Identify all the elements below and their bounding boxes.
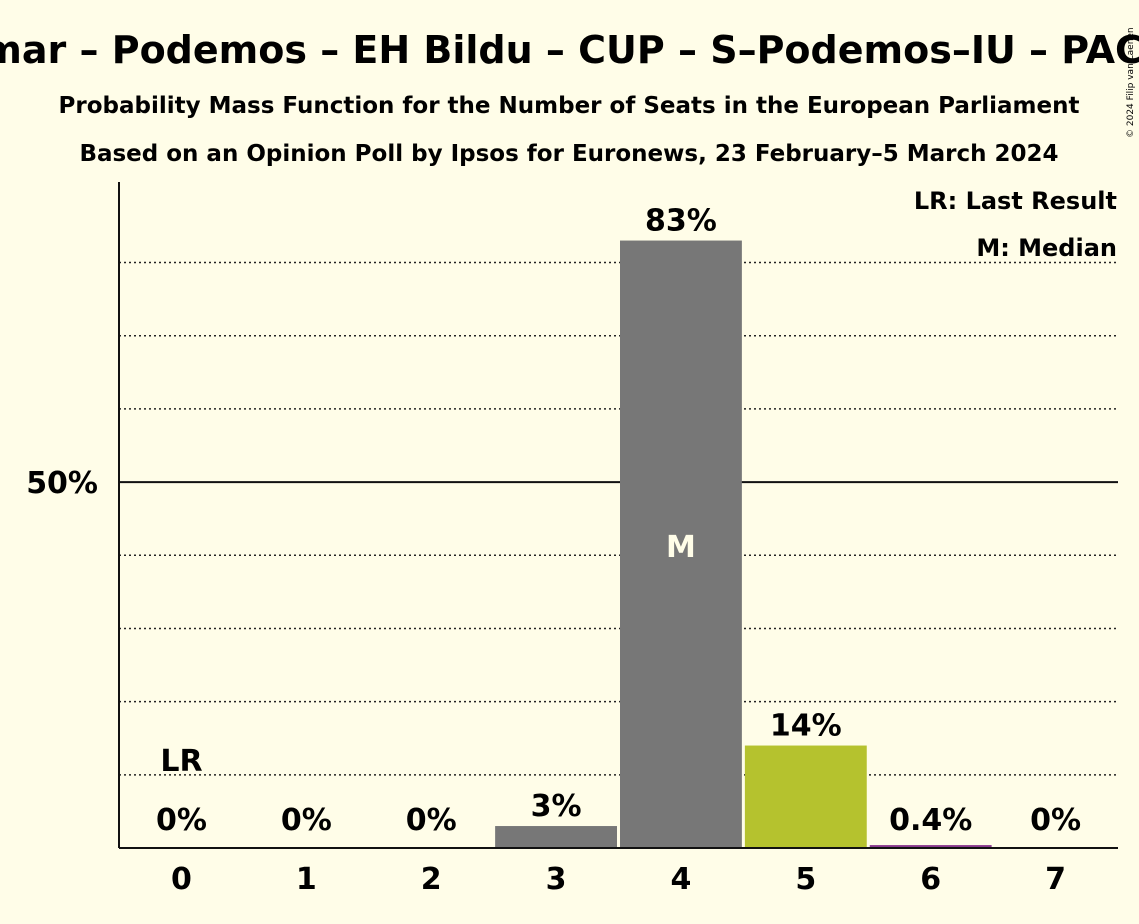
labels-layer: 0% 0% 0% 3% 83% 14% 0.4% 0% M LR — [156, 204, 1081, 838]
bar-3 — [495, 826, 617, 848]
data-label-7: 0% — [1030, 803, 1081, 838]
x-tick-label-3: 3 — [546, 862, 567, 897]
median-marker: M — [666, 530, 696, 565]
x-tick-label-4: 4 — [671, 862, 692, 897]
y-tick-label-50: 50% — [26, 466, 98, 501]
data-label-6: 0.4% — [889, 803, 972, 838]
bar-6 — [869, 845, 992, 848]
chart-subtitle-1: Probability Mass Function for the Number… — [59, 93, 1080, 119]
legend-last-result: LR: Last Result — [914, 187, 1117, 215]
bar-4 — [620, 240, 742, 849]
x-tick-label-2: 2 — [421, 862, 442, 897]
last-result-marker: LR — [160, 744, 202, 779]
data-label-3: 3% — [531, 789, 582, 824]
x-tick-label-1: 1 — [296, 862, 317, 897]
chart-title: Sumar – Podemos – EH Bildu – CUP – S–Pod… — [0, 28, 1139, 72]
bar-5 — [744, 745, 867, 848]
x-tick-label-6: 6 — [920, 862, 941, 897]
legend-median: M: Median — [976, 234, 1117, 262]
x-tick-label-7: 7 — [1045, 862, 1066, 897]
data-label-4: 83% — [645, 204, 717, 239]
data-label-5: 14% — [770, 709, 842, 744]
data-label-1: 0% — [281, 803, 332, 838]
bars-layer — [495, 240, 992, 849]
data-label-0: 0% — [156, 803, 207, 838]
x-tick-label-0: 0 — [171, 862, 192, 897]
copyright-notice: © 2024 Filip van Laenen — [1126, 27, 1136, 138]
data-label-2: 0% — [406, 803, 457, 838]
axes-layer: 0 1 2 3 4 5 6 7 50% — [26, 182, 1118, 897]
x-tick-label-5: 5 — [795, 862, 816, 897]
chart-subtitle-2: Based on an Opinion Poll by Ipsos for Eu… — [79, 141, 1058, 167]
grid-layer — [119, 261, 1118, 776]
